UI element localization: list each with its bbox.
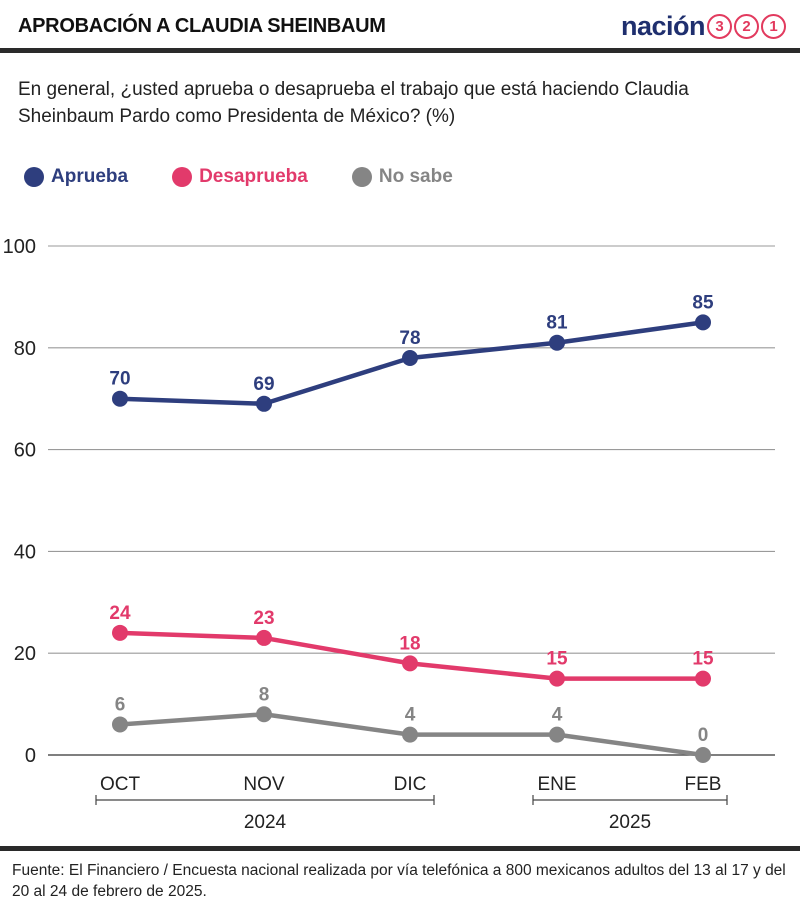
data-label-no-sabe-feb: 0 bbox=[698, 725, 709, 746]
brand-digit-1: 1 bbox=[761, 13, 786, 39]
x-tick-label-ene: ENE bbox=[537, 774, 576, 795]
data-label-desaprueba-nov: 23 bbox=[253, 608, 274, 629]
brand-digit-3: 3 bbox=[707, 13, 732, 39]
brand-digit-2: 2 bbox=[734, 13, 759, 39]
point-desaprueba-ene bbox=[549, 670, 565, 687]
data-label-aprueba-feb: 85 bbox=[692, 292, 714, 313]
point-desaprueba-oct bbox=[112, 624, 128, 641]
point-aprueba-feb bbox=[695, 314, 711, 331]
point-desaprueba-dic bbox=[402, 655, 418, 672]
header-divider bbox=[0, 48, 800, 53]
point-aprueba-dic bbox=[402, 349, 418, 366]
x-tick-label-oct: OCT bbox=[100, 774, 141, 795]
year-label-2024: 2024 bbox=[244, 812, 287, 833]
y-tick-label-80: 80 bbox=[14, 338, 36, 360]
data-label-aprueba-oct: 70 bbox=[109, 369, 130, 390]
data-label-no-sabe-ene: 4 bbox=[552, 705, 563, 726]
data-label-no-sabe-oct: 6 bbox=[115, 694, 126, 715]
legend-label-aprueba: Aprueba bbox=[51, 166, 129, 187]
header: APROBACIÓN A CLAUDIA SHEINBAUM nación 3 … bbox=[0, 0, 800, 52]
data-label-no-sabe-dic: 4 bbox=[405, 705, 416, 726]
y-tick-label-60: 60 bbox=[14, 440, 36, 462]
data-label-desaprueba-oct: 24 bbox=[109, 603, 131, 624]
legend: Aprueba Desaprueba No sabe bbox=[24, 164, 497, 190]
footer-divider bbox=[0, 846, 800, 851]
point-no-sabe-feb bbox=[695, 747, 711, 763]
data-label-aprueba-dic: 78 bbox=[399, 328, 420, 349]
legend-item-no-sabe: No sabe bbox=[351, 166, 453, 188]
source-note: Fuente: El Financiero / Encuesta naciona… bbox=[12, 862, 786, 900]
data-label-desaprueba-dic: 18 bbox=[399, 633, 420, 654]
point-no-sabe-oct bbox=[112, 716, 128, 733]
legend-dot-aprueba bbox=[24, 167, 44, 187]
data-label-aprueba-ene: 81 bbox=[546, 313, 568, 334]
y-tick-label-0: 0 bbox=[25, 745, 36, 767]
data-label-desaprueba-ene: 15 bbox=[546, 649, 568, 670]
point-desaprueba-feb bbox=[695, 670, 711, 687]
y-tick-label-20: 20 bbox=[14, 643, 36, 665]
brand-logo: nación 3 2 1 bbox=[621, 8, 786, 44]
x-tick-label-dic: DIC bbox=[394, 774, 427, 795]
brand-word: nación bbox=[620, 10, 706, 41]
year-label-2025: 2025 bbox=[609, 812, 651, 833]
legend-item-desaprueba: Desaprueba bbox=[172, 166, 308, 188]
legend-dot-desaprueba bbox=[172, 167, 193, 187]
point-aprueba-nov bbox=[256, 395, 272, 412]
x-tick-label-feb: FEB bbox=[685, 774, 722, 795]
x-tick-label-nov: NOV bbox=[243, 774, 285, 795]
point-no-sabe-ene bbox=[549, 726, 565, 743]
data-label-desaprueba-feb: 15 bbox=[692, 649, 714, 670]
point-aprueba-ene bbox=[549, 334, 565, 351]
y-tick-label-100: 100 bbox=[3, 236, 36, 258]
point-no-sabe-dic bbox=[402, 726, 418, 743]
data-label-aprueba-nov: 69 bbox=[253, 374, 274, 395]
point-aprueba-oct bbox=[112, 390, 128, 407]
legend-label-no-sabe: No sabe bbox=[378, 166, 453, 187]
legend-item-aprueba: Aprueba bbox=[24, 166, 128, 188]
data-label-no-sabe-nov: 8 bbox=[259, 684, 270, 705]
point-no-sabe-nov bbox=[256, 706, 272, 723]
legend-dot-no-sabe bbox=[351, 167, 372, 187]
point-desaprueba-nov bbox=[256, 629, 272, 646]
survey-question: En general, ¿usted aprueba o desaprueba … bbox=[18, 79, 689, 127]
y-tick-label-40: 40 bbox=[14, 541, 36, 563]
legend-label-desaprueba: Desaprueba bbox=[199, 166, 308, 187]
chart-title: APROBACIÓN A CLAUDIA SHEINBAUM bbox=[18, 15, 386, 37]
